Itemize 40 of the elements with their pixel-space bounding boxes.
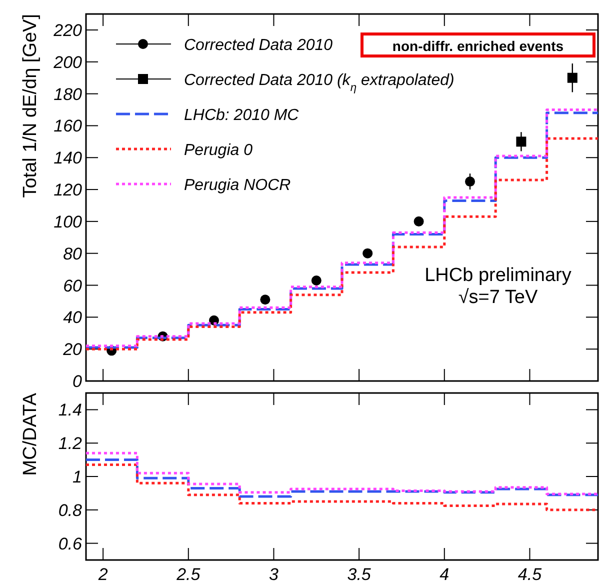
annotation: LHCb preliminary	[424, 265, 572, 286]
y-tick-label: 1	[72, 468, 82, 486]
legend-label: LHCb: 2010 MC	[184, 107, 300, 124]
y-axis-title: Total 1/N dE/dη [GeV]	[20, 14, 41, 198]
annotation: √s=7 TeV	[458, 287, 538, 308]
y-tick-label: 0.8	[58, 500, 83, 520]
legend-label: Perugia NOCR	[184, 177, 292, 194]
legend-label: Perugia 0	[184, 142, 253, 159]
point	[362, 248, 373, 258]
y-tick-label: 20	[62, 340, 83, 360]
point	[311, 275, 322, 286]
y-tick-label: 200	[52, 52, 83, 72]
annotation: non-diffr. enriched events	[392, 38, 564, 54]
point	[414, 216, 424, 226]
y-tick-label: 140	[54, 148, 83, 168]
x-tick-label: 4.5	[518, 565, 542, 583]
y-tick-label: 100	[54, 212, 83, 232]
y-tick-label: 1.2	[58, 434, 83, 454]
legend-label: Corrected Data 2010 (k$_{η}$ extrapolated)	[184, 72, 454, 94]
x-tick-label: 3.5	[347, 565, 372, 583]
y-axis-title: MC/DATA	[20, 392, 41, 476]
y-tick-label: 40	[63, 308, 83, 328]
legend-label: Corrected Data 2010	[184, 37, 333, 54]
x-tick-label: 2.5	[176, 565, 201, 583]
x-tick-label: 3	[269, 565, 279, 583]
x-tick-label: 2	[97, 565, 108, 583]
y-tick-label: 60	[63, 276, 83, 296]
point	[516, 136, 526, 147]
point	[567, 72, 578, 83]
x-tick-label: 4	[440, 565, 450, 583]
y-tick-label: 80	[63, 244, 83, 264]
y-tick-label: 120	[54, 180, 83, 200]
y-tick-label: 160	[54, 116, 83, 136]
y-tick-label: 0.6	[58, 534, 83, 554]
point	[260, 294, 270, 305]
point	[465, 176, 475, 187]
y-tick-label: 180	[54, 84, 83, 104]
y-tick-label: 220	[52, 20, 83, 40]
y-tick-label: 0	[72, 372, 83, 391]
y-tick-label: 1.4	[58, 400, 82, 420]
